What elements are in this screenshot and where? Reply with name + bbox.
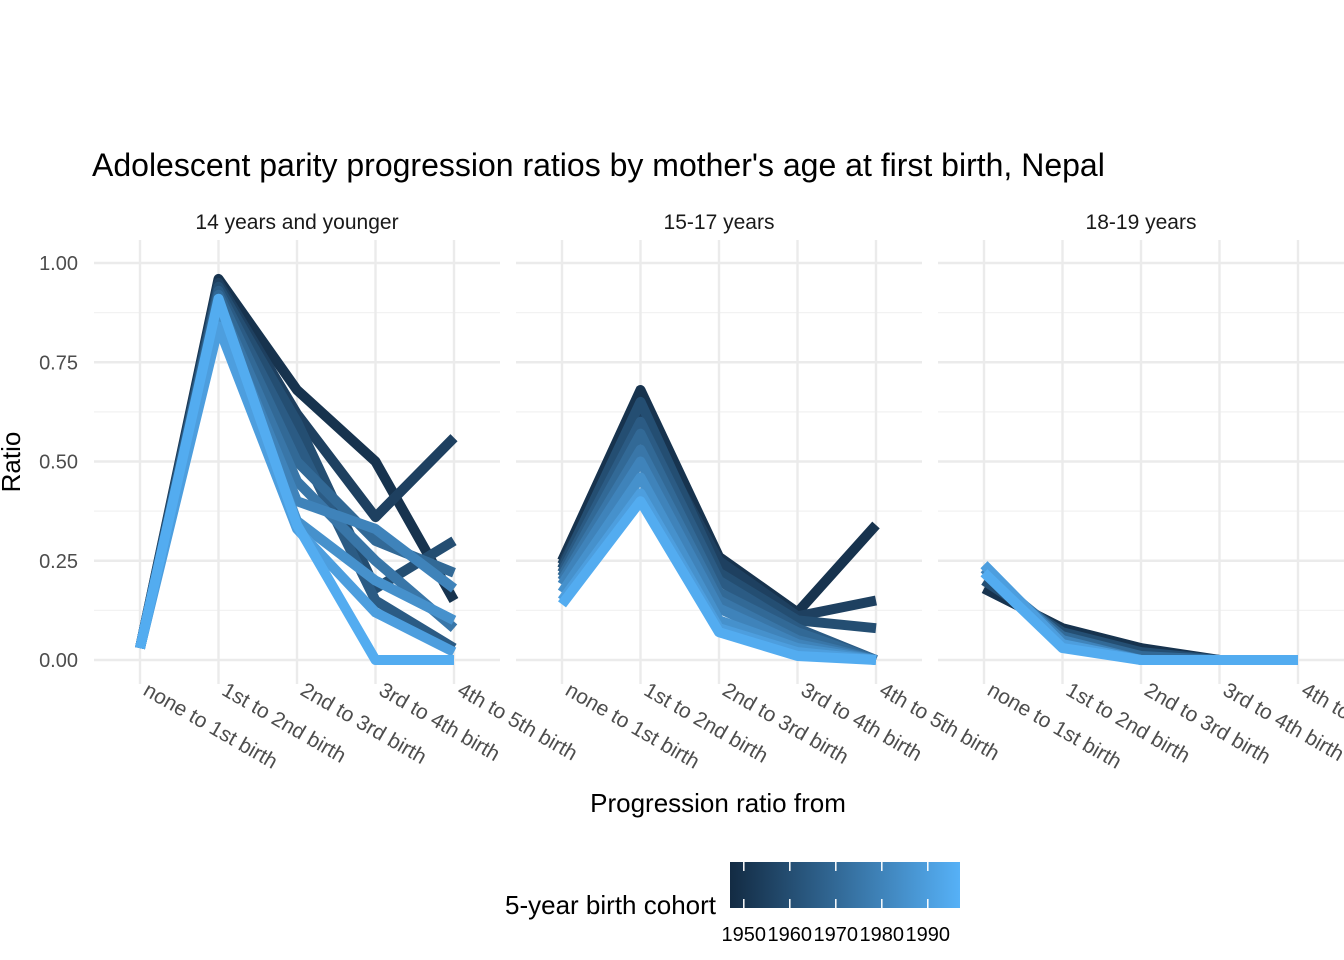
legend-tick-label: 1970 (814, 924, 859, 946)
y-axis: 0.00 0.25 0.50 0.75 1.00 (39, 253, 78, 672)
legend-tick-label: 1990 (906, 924, 951, 946)
legend-title: 5-year birth cohort (505, 890, 717, 920)
y-tick-label: 1.00 (39, 253, 78, 275)
facet-label: 14 years and younger (195, 211, 398, 234)
x-axis-label: Progression ratio from (590, 788, 846, 818)
facet-label: 18-19 years (1086, 211, 1197, 234)
legend-colorbar (730, 862, 960, 908)
y-tick-label: 0.25 (39, 551, 78, 573)
series-line-cohort-1995 (135, 293, 454, 665)
series-group (135, 273, 459, 665)
legend-tick-label: 1980 (860, 924, 905, 946)
facet-label: 15-17 years (664, 211, 775, 234)
x-tick-label: none to 1st birth (140, 678, 282, 773)
legend: 5-year birth cohort 1950 1960 1970 1980 1990 (505, 862, 960, 946)
series-line-cohort-1995 (980, 569, 1298, 665)
legend-tick-label: 1950 (722, 924, 767, 946)
y-tick-label: 0.50 (39, 452, 78, 474)
y-tick-label: 0.75 (39, 352, 78, 374)
y-axis-label: Ratio (0, 432, 26, 493)
series-line-cohort-1995 (558, 496, 877, 665)
series-group (980, 561, 1298, 665)
y-tick-label: 0.00 (39, 650, 78, 672)
chart-title: Adolescent parity progression ratios by … (92, 147, 1105, 183)
legend-tick-label: 1960 (768, 924, 813, 946)
x-tick-label: none to 1st birth (984, 678, 1126, 773)
x-tick-label: none to 1st birth (562, 678, 704, 773)
legend-ticks: 1950 1960 1970 1980 1990 (722, 862, 951, 946)
series-group (557, 385, 880, 665)
